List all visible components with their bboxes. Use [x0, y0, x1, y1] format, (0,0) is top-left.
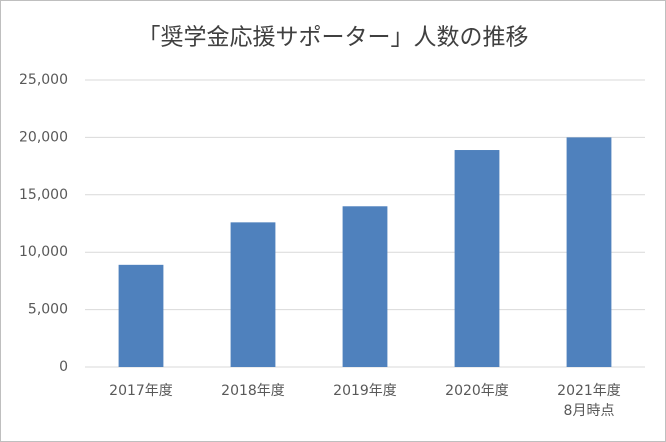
bar: [118, 264, 164, 367]
x-tick-label: 2020年度: [445, 383, 509, 399]
x-tick-label: 2019年度: [333, 383, 397, 399]
y-tick-label: 0: [59, 359, 68, 375]
bar: [566, 137, 612, 367]
y-tick-label: 5,000: [28, 302, 68, 318]
bar: [454, 150, 500, 367]
chart-title: 「奨学金応援サポーター」人数の推移: [138, 25, 529, 51]
bar: [342, 206, 388, 367]
y-tick-label: 20,000: [19, 129, 68, 145]
y-tick-label: 15,000: [19, 187, 68, 203]
bar: [230, 222, 276, 367]
y-tick-label: 25,000: [19, 72, 68, 88]
x-tick-label: 2017年度: [109, 383, 173, 399]
x-tick-label: 2018年度: [221, 383, 285, 399]
x-tick-label: 2021年度 8月時点: [557, 383, 621, 419]
y-tick-label: 10,000: [19, 244, 68, 260]
